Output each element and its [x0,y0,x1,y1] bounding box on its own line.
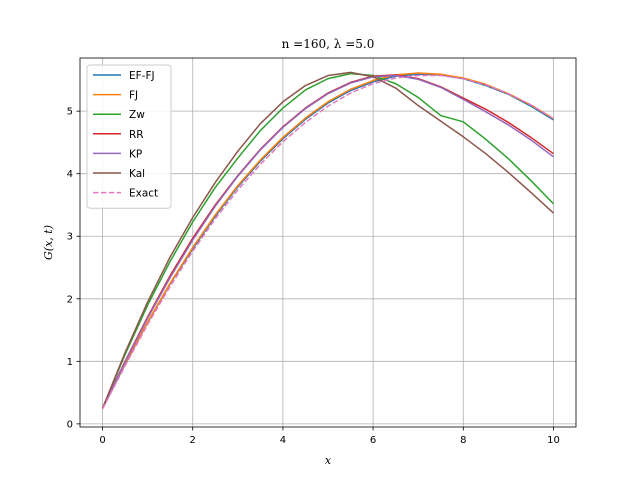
x-tick-label: 0 [99,435,105,446]
y-tick-label: 3 [67,232,73,243]
plot-frame [79,57,577,428]
axis-ticks: 0 2 4 6 8 10 0 1 2 3 4 5 [67,107,560,446]
legend-label: EF-FJ [129,70,155,82]
series-line-exact [101,74,554,410]
series-lines [101,71,554,410]
legend-label: RR [129,129,144,141]
y-tick-label: 2 [67,294,73,305]
x-tick-label: 8 [460,435,466,446]
y-axis-label: G(x, t) [42,225,55,260]
legend-label: Kal [129,168,145,180]
series-line-kp [101,74,554,409]
chart-title: n =160, λ =5.0 [282,37,375,51]
x-axis-label: x [325,454,332,467]
legend-label: Exact [129,188,158,200]
legend: EF-FJ FJ Zw RR KP Kal Exact [86,64,172,209]
x-tick-label: 10 [547,435,560,446]
x-tick-label: 2 [190,435,196,446]
series-line-zw [101,72,554,409]
legend-label: KP [129,148,142,160]
y-tick-label: 5 [67,107,73,118]
legend-label: FJ [129,90,138,102]
y-tick-label: 1 [67,357,73,368]
series-line-kal [101,71,554,409]
y-tick-label: 0 [67,419,73,430]
x-tick-label: 6 [370,435,376,446]
legend-label: Zw [129,109,145,121]
x-tick-label: 4 [280,435,286,446]
y-tick-label: 4 [67,169,73,180]
